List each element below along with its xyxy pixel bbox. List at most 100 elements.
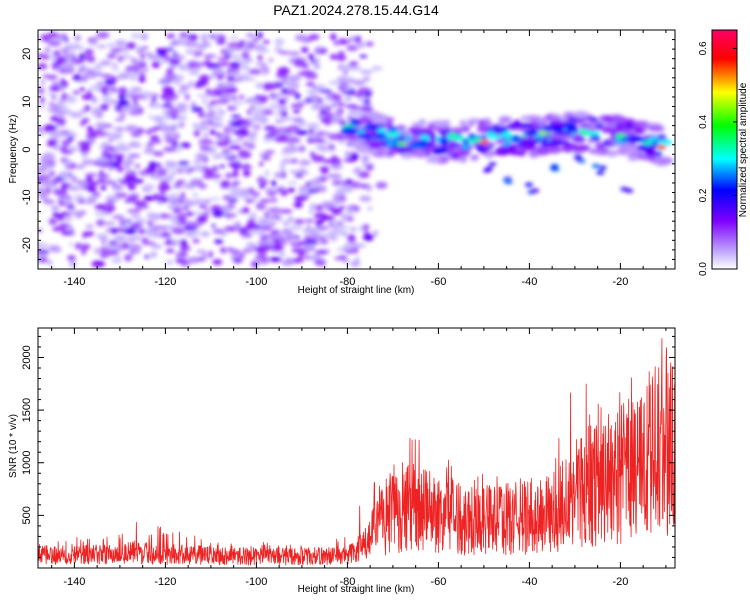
secondary-blob	[531, 188, 540, 193]
noise-blob	[256, 176, 266, 184]
signal-blob	[415, 128, 431, 133]
y-tick-label: 2000	[21, 345, 33, 369]
noise-blob	[129, 94, 143, 100]
secondary-blob	[620, 187, 629, 192]
noise-blob	[177, 161, 190, 166]
noise-blob	[253, 247, 264, 252]
noise-blob	[337, 114, 343, 121]
noise-blob	[38, 127, 43, 132]
noise-blob	[127, 194, 139, 201]
x-tick-label: -80	[339, 576, 355, 588]
noise-blob	[305, 81, 315, 87]
noise-blob	[247, 109, 252, 115]
noise-blob	[117, 72, 130, 80]
noise-blob	[150, 135, 159, 141]
noise-blob	[270, 198, 278, 203]
noise-blob	[65, 201, 74, 206]
secondary-blob	[550, 166, 559, 171]
noise-blob	[216, 110, 227, 115]
signal-blob	[535, 147, 550, 156]
noise-blob	[287, 181, 298, 185]
noise-blob	[38, 53, 45, 59]
noise-blob	[66, 44, 78, 52]
noise-blob	[265, 188, 274, 193]
noise-blob	[42, 74, 51, 78]
noise-blob	[192, 122, 198, 130]
noise-blob	[111, 62, 118, 67]
noise-blob	[271, 244, 284, 252]
noise-blob	[203, 60, 212, 66]
spectrogram-y-ticks: -20 -10 0 10 20	[21, 29, 675, 270]
signal-blob	[370, 116, 388, 124]
noise-blob	[212, 67, 225, 73]
noise-blob	[61, 92, 67, 100]
noise-blob	[336, 54, 347, 62]
noise-blob	[269, 256, 282, 262]
noise-blob	[101, 240, 106, 245]
noise-blob	[55, 56, 67, 64]
noise-blob	[258, 222, 272, 227]
noise-blob	[124, 254, 133, 262]
noise-blob	[193, 130, 201, 137]
signal-blob	[401, 130, 411, 136]
noise-blob	[183, 205, 189, 211]
signal-blob	[645, 149, 658, 158]
noise-blob	[150, 244, 163, 249]
noise-blob	[80, 108, 87, 114]
y-tick-label: -10	[21, 189, 33, 205]
colorbar-label: Normalized spectral amplitude	[738, 82, 749, 217]
noise-blob	[62, 217, 73, 221]
noise-blob	[279, 251, 286, 257]
noise-blob	[322, 102, 327, 111]
noise-blob	[259, 182, 266, 189]
noise-blob	[258, 95, 269, 103]
signal-blob	[408, 142, 423, 150]
noise-blob	[141, 91, 153, 98]
noise-blob	[85, 71, 92, 79]
noise-blob	[318, 145, 329, 152]
noise-blob	[198, 111, 205, 118]
signal-blob	[365, 139, 384, 145]
noise-blob	[304, 219, 316, 223]
noise-blob	[226, 75, 235, 82]
noise-blob	[175, 167, 185, 174]
noise-blob	[224, 54, 232, 58]
noise-blob	[125, 124, 138, 133]
noise-blob	[361, 155, 370, 162]
noise-blob	[104, 244, 117, 249]
noise-blob	[318, 184, 326, 192]
noise-blob	[38, 87, 45, 93]
signal-blob	[498, 126, 508, 133]
noise-blob	[198, 204, 206, 209]
noise-blob	[130, 131, 142, 138]
snr-panel: -140 -120 -100 -80 -60 -40 -20 500 1000 1500 2000…	[8, 327, 676, 595]
noise-blob	[343, 212, 348, 220]
noise-blob	[204, 210, 210, 217]
noise-blob	[343, 243, 354, 251]
noise-blob	[280, 150, 294, 156]
noise-blob	[282, 117, 296, 121]
noise-blob	[72, 90, 80, 95]
noise-blob	[84, 48, 94, 55]
noise-blob	[178, 63, 190, 71]
noise-blob	[84, 173, 98, 177]
noise-blob	[282, 158, 291, 165]
noise-blob	[63, 53, 70, 60]
signal-blob	[624, 149, 642, 154]
noise-blob	[106, 89, 115, 94]
noise-blob	[230, 36, 238, 39]
noise-blob	[220, 247, 227, 254]
noise-blob	[281, 260, 295, 266]
noise-blob	[210, 34, 215, 39]
noise-blob	[58, 197, 71, 201]
colorbar-scale	[711, 29, 738, 270]
signal-blob	[349, 143, 368, 149]
noise-blob	[72, 74, 82, 81]
noise-blob	[287, 216, 294, 223]
noise-blob	[335, 102, 346, 106]
noise-blob	[164, 97, 172, 105]
noise-blob	[268, 57, 274, 63]
spectrogram-frame	[37, 29, 676, 270]
noise-blob	[39, 253, 48, 258]
